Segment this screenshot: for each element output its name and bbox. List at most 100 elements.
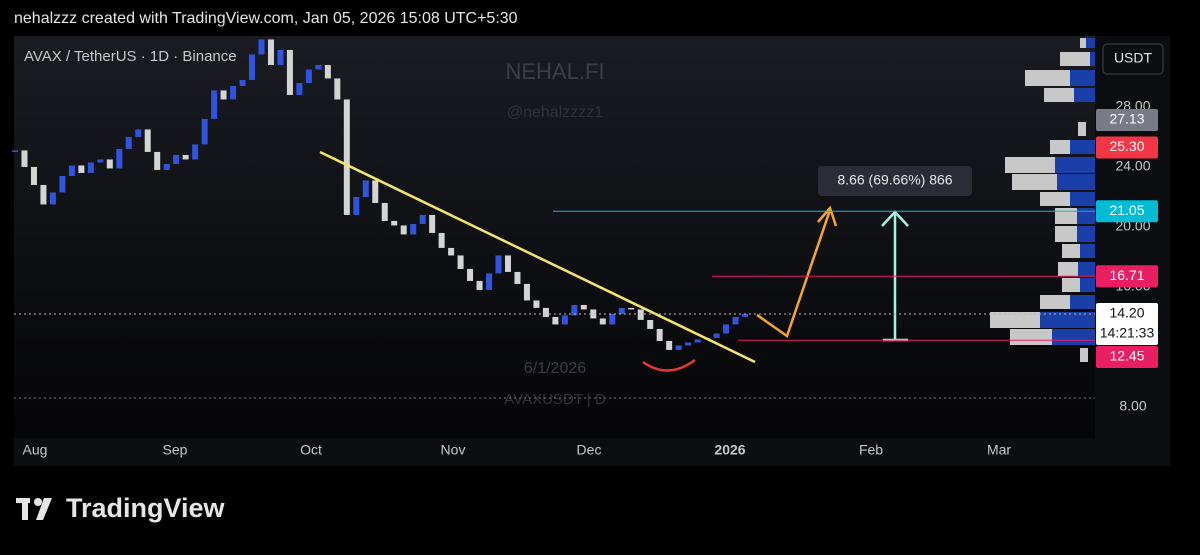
candle bbox=[495, 255, 502, 274]
candle bbox=[30, 166, 37, 185]
candle bbox=[590, 309, 597, 319]
logo bbox=[16, 498, 52, 520]
candle bbox=[476, 280, 483, 290]
price-tag bbox=[1096, 345, 1158, 368]
candle bbox=[286, 49, 293, 95]
price-axis bbox=[1095, 36, 1170, 466]
candle bbox=[400, 225, 407, 235]
candle bbox=[21, 150, 28, 167]
candle bbox=[381, 202, 388, 221]
candle bbox=[267, 39, 274, 65]
candle bbox=[362, 180, 369, 197]
candle bbox=[429, 214, 436, 233]
watermark-handle: @nehalzzzz1 bbox=[507, 104, 603, 121]
candle bbox=[192, 144, 199, 160]
time-label: 2026 bbox=[714, 442, 745, 458]
candle bbox=[40, 184, 47, 205]
candle bbox=[438, 232, 445, 248]
candle bbox=[580, 304, 587, 310]
candle bbox=[391, 220, 398, 226]
symbol: AVAX / TetherUS · 1D · Binance bbox=[24, 48, 237, 65]
candle bbox=[144, 129, 151, 152]
candle bbox=[675, 345, 682, 350]
candle bbox=[87, 162, 94, 173]
price-tag bbox=[1096, 136, 1158, 159]
volume-profile bbox=[990, 38, 1095, 362]
time-label: Dec bbox=[577, 442, 602, 458]
candle bbox=[334, 78, 341, 100]
candle bbox=[618, 307, 625, 314]
measure-label: 8.66 (69.66%) 866 bbox=[837, 172, 952, 188]
candle bbox=[486, 273, 493, 290]
candle bbox=[211, 90, 218, 119]
candle bbox=[296, 82, 303, 95]
candle bbox=[523, 283, 530, 301]
time-label: Mar bbox=[987, 442, 1011, 458]
price-tag-label: 27.13 bbox=[1109, 111, 1144, 127]
candle bbox=[561, 315, 568, 325]
time-label: Feb bbox=[859, 442, 883, 458]
candle bbox=[410, 223, 417, 235]
candle bbox=[163, 163, 170, 170]
candle bbox=[125, 136, 132, 149]
header: nehalzzz created with TradingView.com, J… bbox=[14, 10, 518, 27]
candle bbox=[201, 118, 208, 145]
candle bbox=[258, 39, 265, 55]
candle bbox=[448, 247, 455, 256]
time-label: Sep bbox=[163, 442, 188, 458]
candle bbox=[742, 313, 748, 317]
candle bbox=[230, 85, 237, 100]
candle bbox=[571, 304, 578, 316]
watermark-ticker: AVAXUSDT | D bbox=[504, 391, 606, 408]
time-label: Oct bbox=[300, 442, 322, 458]
candle bbox=[609, 313, 616, 325]
candle bbox=[315, 64, 322, 70]
candle bbox=[713, 333, 720, 338]
candle bbox=[12, 150, 18, 152]
candle bbox=[542, 307, 549, 317]
currency-button[interactable] bbox=[1102, 43, 1164, 75]
candle bbox=[647, 319, 654, 329]
candle bbox=[504, 255, 511, 272]
candle bbox=[173, 154, 180, 164]
price-tag-label: 16.71 bbox=[1109, 267, 1144, 283]
candle bbox=[372, 180, 379, 203]
candle bbox=[305, 69, 312, 83]
candle bbox=[637, 309, 644, 320]
candle bbox=[239, 79, 246, 86]
measure-box bbox=[818, 166, 972, 196]
candle bbox=[59, 175, 66, 193]
candle bbox=[343, 99, 350, 215]
candle bbox=[732, 316, 739, 325]
price-tag-label: 12.45 bbox=[1109, 348, 1144, 364]
price-tick-label: 8.00 bbox=[1119, 398, 1146, 414]
candle bbox=[599, 318, 606, 325]
currency[interactable]: USDT bbox=[1114, 50, 1153, 66]
plot-area bbox=[14, 36, 1095, 438]
time-label: Aug bbox=[23, 442, 48, 458]
candle bbox=[324, 64, 331, 79]
footer-brand: TradingView bbox=[66, 493, 226, 523]
candle bbox=[628, 307, 635, 310]
candle bbox=[419, 214, 426, 224]
projection-arrow bbox=[756, 205, 838, 338]
candles bbox=[12, 39, 748, 350]
candle bbox=[277, 49, 284, 65]
candle bbox=[666, 340, 673, 350]
countdown: 14:21:33 bbox=[1100, 325, 1155, 341]
candle bbox=[249, 54, 256, 80]
candle bbox=[220, 90, 227, 100]
bottom-curve bbox=[642, 358, 696, 372]
candle bbox=[68, 165, 75, 176]
candle bbox=[514, 271, 521, 284]
price-tag-label: 14.20 bbox=[1109, 305, 1144, 321]
candle bbox=[694, 339, 701, 343]
candle bbox=[552, 316, 559, 325]
price-tag-label: 25.30 bbox=[1109, 138, 1144, 154]
candle bbox=[154, 151, 161, 170]
candle bbox=[182, 154, 189, 160]
candle bbox=[106, 159, 113, 169]
price-tag-label: 21.05 bbox=[1109, 202, 1144, 218]
